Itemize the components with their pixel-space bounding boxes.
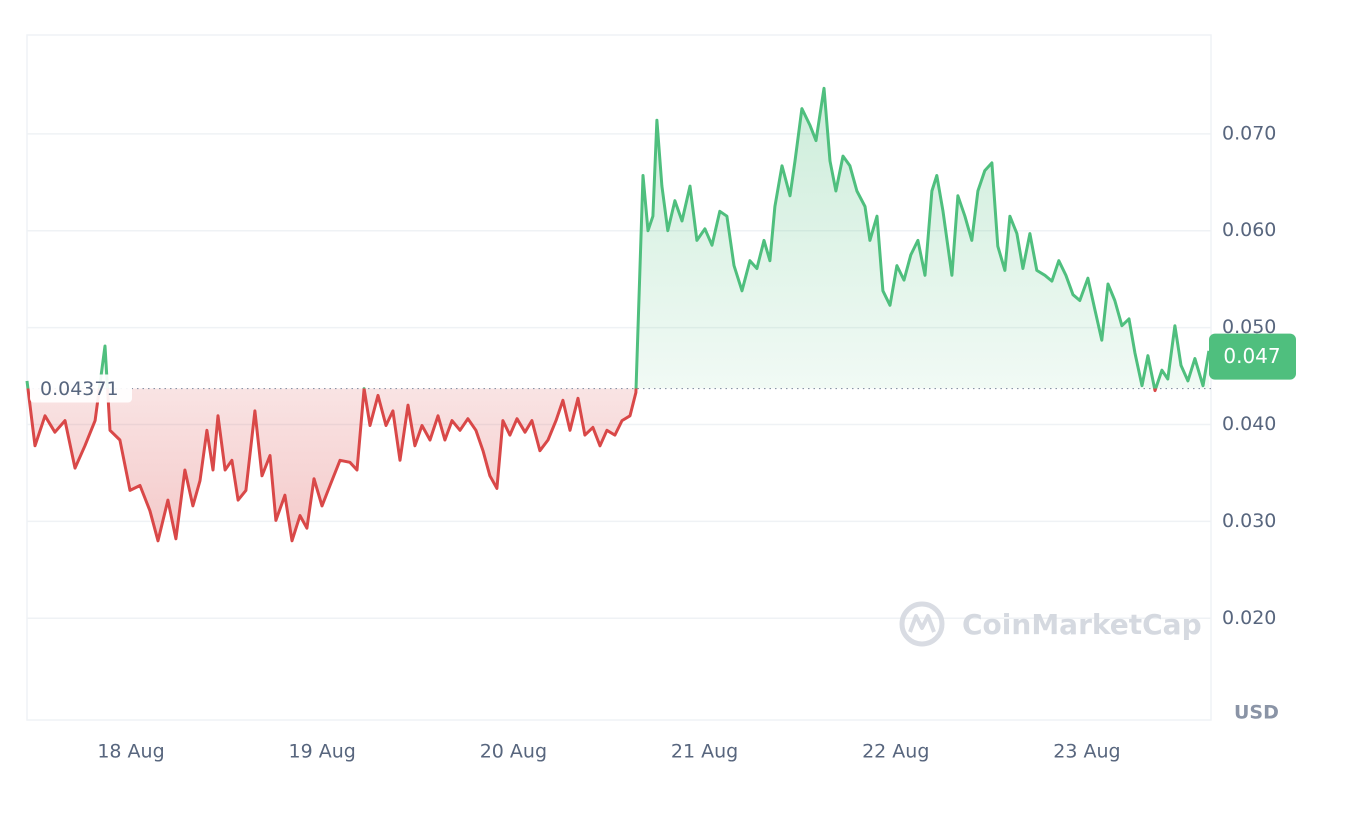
current-price-label: 0.047 <box>1223 344 1280 368</box>
watermark: CoinMarketCap <box>962 608 1202 641</box>
x-tick-label: 21 Aug <box>671 741 738 763</box>
y-tick-label: 0.030 <box>1222 510 1276 532</box>
price-line <box>25 86 1211 543</box>
baseline-label: 0.04371 <box>40 378 119 400</box>
y-tick-label: 0.040 <box>1222 413 1276 435</box>
x-tick-label: 22 Aug <box>862 741 929 763</box>
x-tick-label: 18 Aug <box>97 741 164 763</box>
plot: 0.04371 0.047 <box>25 86 1296 543</box>
x-tick-label: 20 Aug <box>480 741 547 763</box>
currency-label: USD <box>1234 702 1279 724</box>
area-fill <box>27 88 1209 541</box>
baseline-label-box <box>30 374 132 403</box>
x-tick-label: 19 Aug <box>289 741 356 763</box>
y-tick-label: 0.020 <box>1222 607 1276 629</box>
y-tick-label: 0.060 <box>1222 219 1276 241</box>
watermark-logo <box>899 601 945 647</box>
x-tick-label: 23 Aug <box>1053 741 1120 763</box>
y-tick-label: 0.070 <box>1222 122 1276 144</box>
current-price-box <box>1209 333 1296 380</box>
y-tick-label: 0.050 <box>1222 316 1276 338</box>
